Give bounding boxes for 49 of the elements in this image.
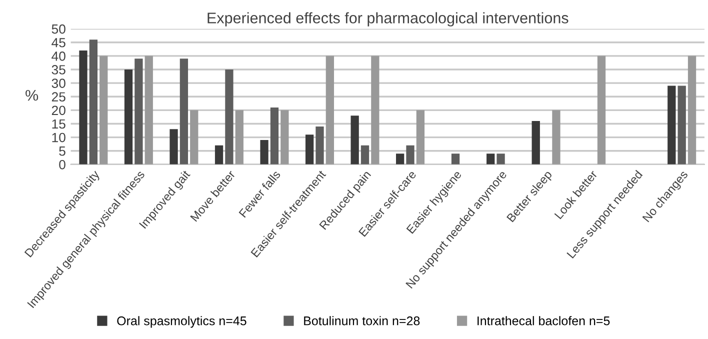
y-tick-label: 20 — [52, 106, 66, 116]
bar — [144, 56, 153, 164]
chart-title: Experienced effects for pharmacological interventions — [208, 12, 568, 26]
y-tick-label: 25 — [52, 92, 66, 102]
y-tick-label: 35 — [52, 65, 66, 74]
bar — [89, 40, 98, 164]
bar — [180, 58, 188, 164]
bar — [486, 154, 495, 164]
y-tick-label: 50 — [52, 24, 66, 34]
legend-label: Oral spasmolytics n=45 — [117, 316, 246, 328]
bar — [260, 140, 268, 164]
y-tick-label: 0 — [59, 160, 66, 170]
bar — [235, 110, 244, 164]
bar — [305, 134, 314, 164]
bar — [270, 107, 279, 164]
bar — [134, 58, 143, 164]
bar — [280, 110, 289, 164]
y-tick-label: 40 — [52, 52, 66, 61]
bar — [396, 154, 404, 164]
bar — [225, 69, 234, 164]
bar — [371, 56, 380, 164]
bar — [678, 86, 686, 164]
bar — [360, 145, 370, 164]
y-axis-title: % — [26, 90, 38, 101]
bar — [170, 129, 178, 164]
bar — [124, 69, 133, 164]
bar — [79, 50, 88, 164]
y-tick-label: 5 — [59, 146, 66, 156]
bar — [496, 154, 505, 164]
bar — [451, 154, 460, 164]
y-tick-label: 10 — [52, 132, 66, 142]
legend-label: Intrathecal baclofen n=5 — [478, 316, 610, 326]
bar — [688, 56, 696, 164]
bar — [406, 145, 414, 164]
bar — [668, 86, 676, 164]
bar — [100, 56, 108, 164]
bar — [190, 110, 198, 164]
bar — [597, 56, 606, 164]
bar — [416, 110, 425, 164]
bar — [552, 110, 560, 164]
bar — [326, 56, 334, 164]
y-tick-label: 30 — [52, 78, 66, 88]
bar — [532, 121, 540, 164]
bar — [316, 126, 324, 164]
y-tick-label: 45 — [52, 38, 66, 48]
bar — [350, 116, 359, 164]
y-tick-label: 15 — [52, 119, 66, 129]
bar — [214, 145, 224, 164]
legend-label: Botulinum toxin n=28 — [304, 316, 420, 326]
